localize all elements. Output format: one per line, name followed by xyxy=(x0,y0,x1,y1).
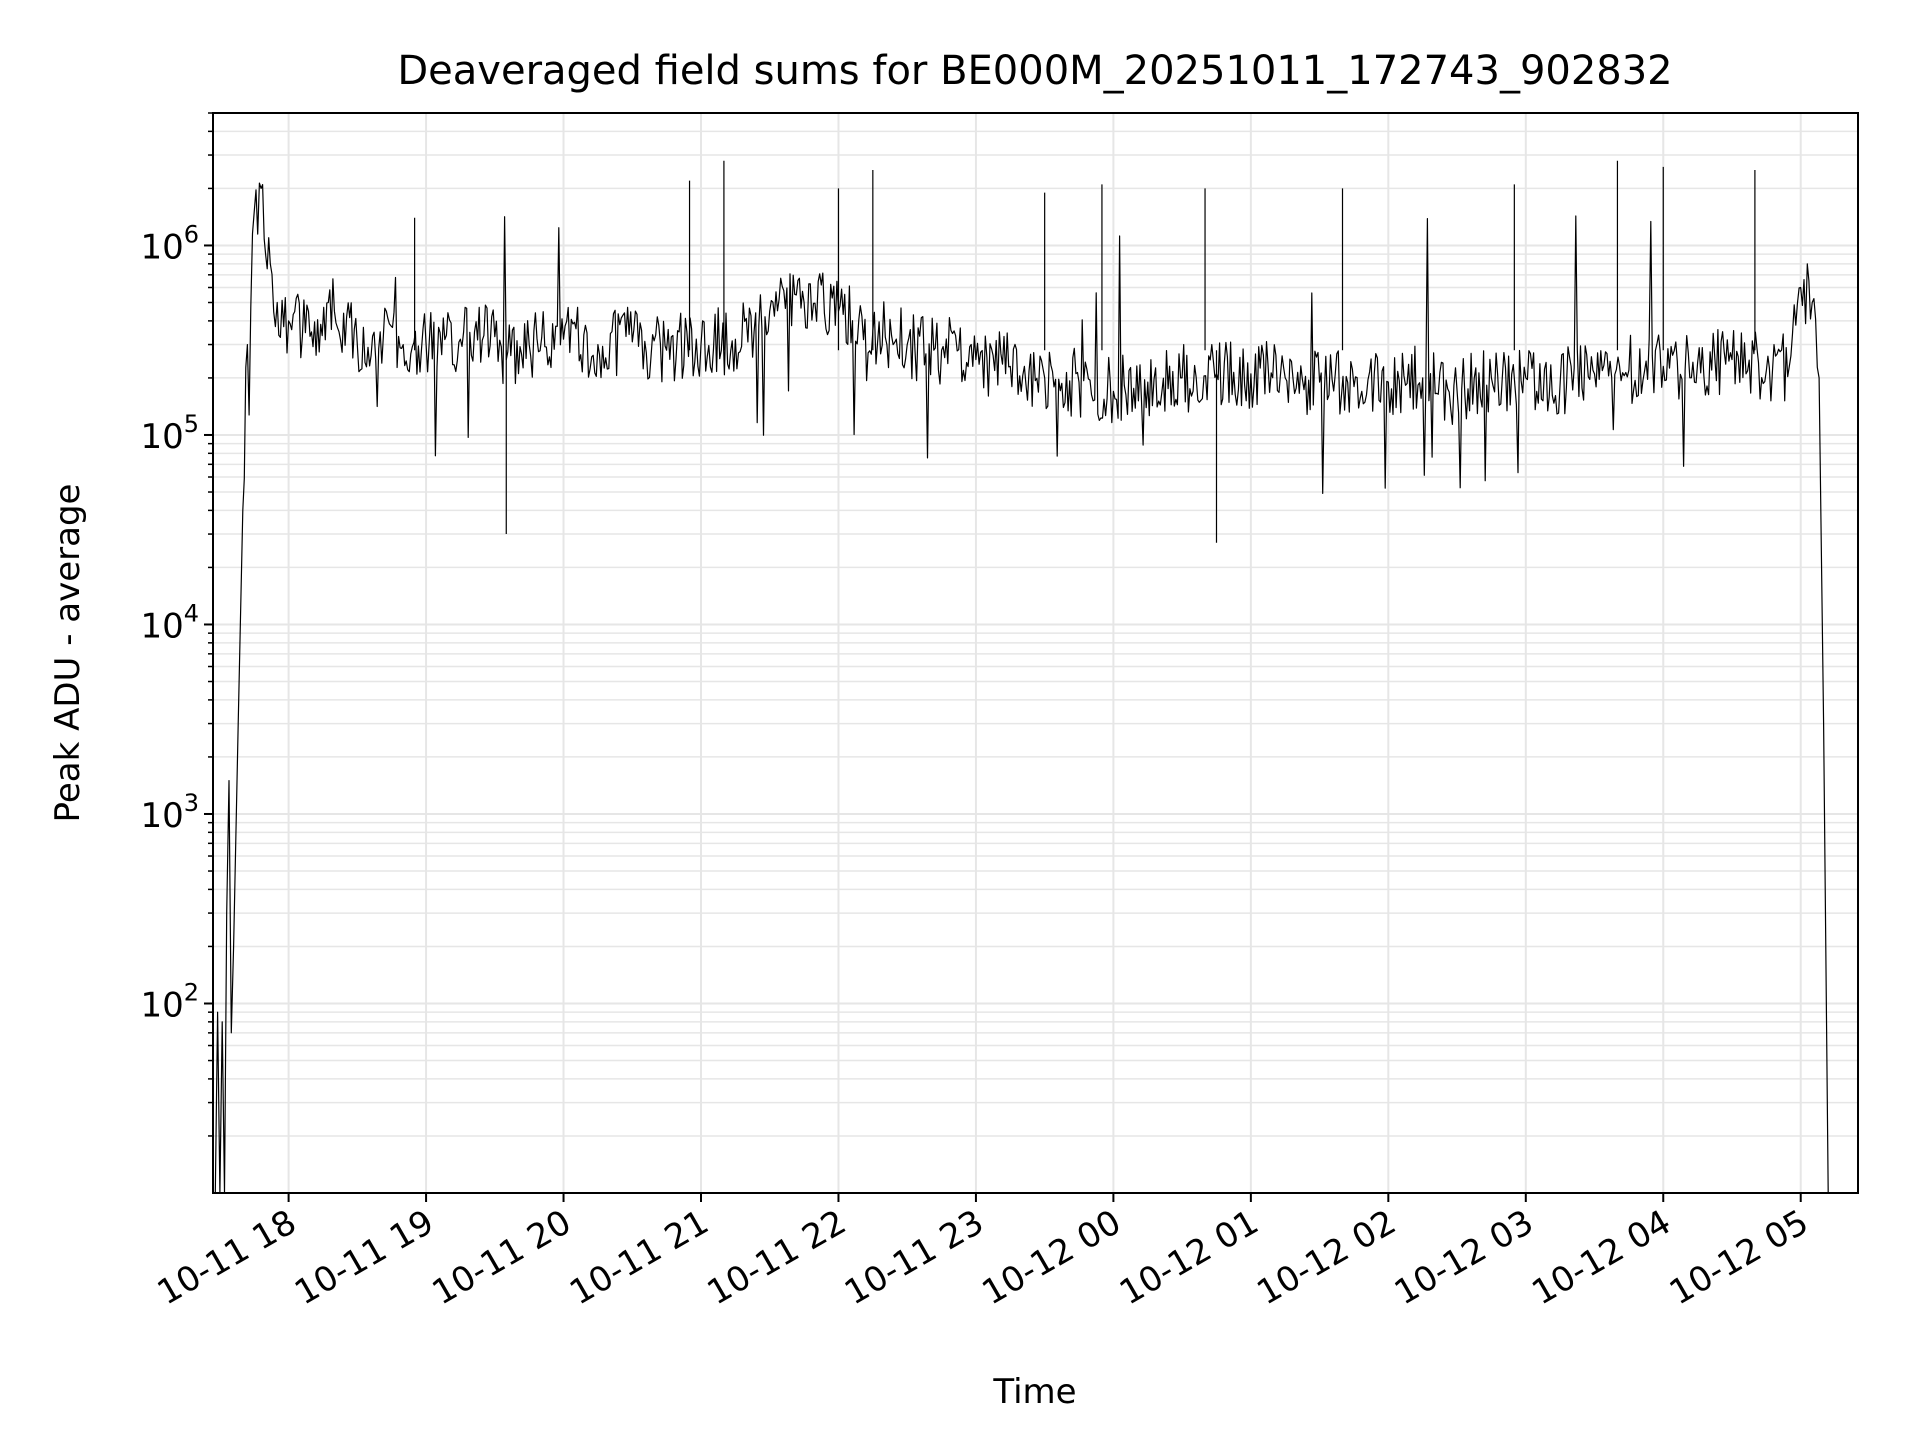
y-tick-label-exponent: 2 xyxy=(184,978,199,1006)
y-tick-label: 103 xyxy=(140,789,199,836)
y-tick-label-base: 10 xyxy=(140,417,183,457)
y-tick-label-exponent: 3 xyxy=(184,789,199,817)
y-tick-label: 106 xyxy=(140,220,199,267)
y-tick-label-base: 10 xyxy=(140,985,183,1025)
plot-series xyxy=(214,160,1833,1194)
y-axis-label: Peak ADU - average xyxy=(48,484,88,823)
y-tick-label: 102 xyxy=(140,978,199,1025)
y-tick-label-exponent: 5 xyxy=(184,410,199,438)
series-line xyxy=(214,182,1833,1194)
plot-frame xyxy=(212,112,1859,1194)
y-tick-label-base: 10 xyxy=(140,227,183,267)
y-tick-label: 105 xyxy=(140,410,199,457)
grid xyxy=(213,112,1858,1193)
y-tick-label-exponent: 6 xyxy=(184,220,199,248)
y-tick-label-exponent: 4 xyxy=(184,599,199,627)
y-tick-label-base: 10 xyxy=(140,796,183,836)
x-axis-label: Time xyxy=(992,1372,1076,1412)
y-tick-label: 104 xyxy=(140,599,199,646)
y-tick-label-base: 10 xyxy=(140,606,183,646)
chart-title: Deaveraged field sums for BE000M_2025101… xyxy=(397,48,1672,94)
